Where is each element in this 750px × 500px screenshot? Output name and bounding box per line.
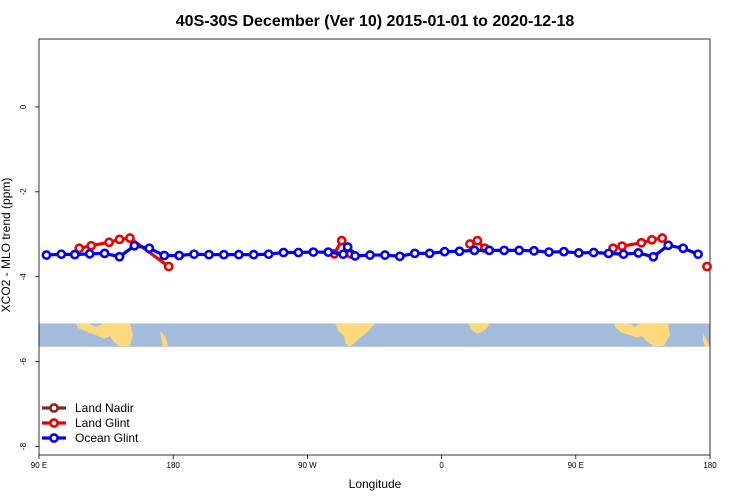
data-point (529, 245, 539, 256)
series-layer (41, 233, 712, 272)
data-point (558, 246, 569, 257)
data-point (99, 248, 110, 259)
data-point (394, 251, 405, 262)
landmass (76, 323, 133, 347)
y-tick-label: -6 (19, 358, 28, 366)
data-point (338, 249, 349, 260)
plot-frame (38, 38, 711, 456)
landmass (703, 333, 710, 347)
data-point (648, 251, 659, 262)
data-point (454, 246, 465, 257)
data-point (514, 245, 525, 256)
legend-marker (49, 433, 59, 443)
landmass (468, 323, 490, 334)
legend-label: Ocean Glint (75, 431, 139, 445)
legend-label: Land Glint (75, 416, 130, 430)
x-axis-label: Longitude (349, 477, 402, 491)
data-point (365, 250, 375, 260)
data-point (323, 247, 334, 257)
data-point (41, 250, 52, 260)
landmass (614, 323, 670, 347)
data-point (86, 240, 97, 251)
y-tick-label: -4 (19, 273, 28, 281)
data-point (114, 251, 125, 262)
landmass (335, 323, 375, 347)
y-axis-label: XCO2 - MLO trend (ppm) (0, 178, 13, 313)
x-tick-label: 90 W (298, 461, 317, 470)
data-point (204, 249, 214, 260)
map-band (39, 323, 710, 347)
data-point (263, 249, 274, 260)
data-point (636, 237, 647, 248)
data-point (439, 246, 450, 257)
chart-title: 40S-30S December (Ver 10) 2015-01-01 to … (176, 13, 575, 30)
data-point (104, 237, 114, 248)
legend-label: Land Nadir (75, 401, 134, 415)
data-point (233, 249, 244, 260)
data-point (350, 251, 361, 261)
legend-marker (49, 418, 59, 428)
legend-marker (49, 403, 59, 413)
data-point (573, 248, 584, 258)
x-tick-label: 180 (703, 461, 717, 470)
data-point (114, 234, 125, 245)
data-point (409, 248, 420, 259)
data-point (603, 248, 614, 259)
landmass (160, 330, 168, 347)
x-tick-label: 90 E (568, 461, 584, 470)
data-point (218, 249, 229, 260)
data-point (74, 243, 85, 254)
data-point (293, 247, 304, 258)
series-line (46, 243, 699, 259)
ocean-band (39, 323, 710, 347)
y-tick-label: -2 (19, 188, 28, 196)
data-point (633, 248, 644, 258)
data-point (472, 235, 483, 246)
data-point (424, 248, 435, 259)
data-point (159, 250, 170, 261)
data-point (163, 261, 174, 272)
series-ocean-glint (41, 240, 703, 262)
data-point (129, 240, 140, 251)
data-point (308, 247, 319, 257)
data-point (69, 249, 80, 260)
data-point (56, 249, 67, 260)
data-point (125, 233, 135, 243)
data-point (248, 249, 259, 260)
data-point (646, 234, 657, 245)
data-point (484, 245, 495, 256)
data-point (189, 249, 199, 260)
data-point (469, 245, 480, 256)
data-point (693, 249, 703, 260)
x-tick-label: 180 (167, 461, 181, 470)
x-tick-label: 90 E (31, 461, 47, 470)
data-point (342, 242, 353, 252)
data-point (663, 240, 674, 251)
data-point (144, 243, 155, 254)
y-axis: 0 -2 -4 -6 -8 (19, 104, 39, 450)
data-point (702, 261, 712, 272)
data-point (380, 250, 390, 260)
data-point (657, 233, 668, 243)
data-point (618, 249, 629, 260)
data-point (544, 247, 554, 257)
data-point (336, 235, 347, 246)
data-point (465, 239, 475, 249)
data-point (678, 243, 689, 254)
y-tick-label: -8 (19, 442, 28, 450)
data-point (588, 247, 599, 258)
data-point (617, 241, 627, 252)
x-tick-label: 0 (439, 461, 444, 470)
y-tick-label: 0 (19, 104, 28, 109)
data-point (499, 245, 510, 256)
x-axis: 90 E 180 90 W 0 90 E 180 (31, 455, 717, 470)
data-point (278, 247, 289, 258)
data-point (174, 250, 185, 261)
data-point (84, 248, 95, 259)
